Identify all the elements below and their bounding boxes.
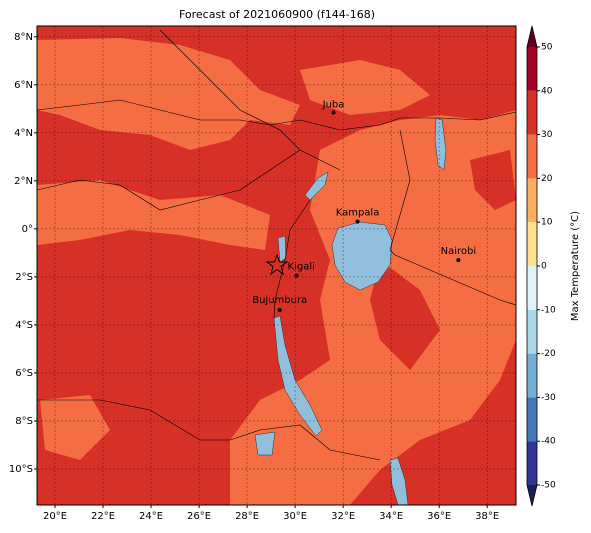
mild-region	[37, 180, 270, 250]
x-tick-label: 34°E	[379, 511, 403, 522]
colorbar-segment	[527, 178, 537, 223]
mild-region	[40, 395, 110, 460]
warm-region	[370, 260, 440, 370]
x-tick-label: 26°E	[187, 511, 211, 522]
colorbar-segment	[527, 266, 537, 310]
city-label: Kigali	[288, 262, 315, 273]
title: Forecast of 2021060900 (f144-168)	[179, 8, 375, 21]
x-tick-label: 30°E	[283, 511, 307, 522]
x-tick-label: 36°E	[427, 511, 451, 522]
mild-region	[300, 60, 430, 115]
map-fill	[37, 26, 516, 505]
colorbar-tick-label: -20	[541, 349, 556, 359]
lake-mweru	[254, 431, 276, 456]
lake-kivu	[277, 235, 287, 263]
border	[37, 399, 381, 461]
y-tick-label: 0°	[22, 224, 33, 235]
colorbar-tick-label: 30	[541, 130, 553, 140]
x-tick-label: 32°E	[331, 511, 355, 522]
lake-victoria	[331, 221, 393, 291]
colorbar-segment	[527, 134, 537, 179]
colorbar-tick-label: 20	[541, 174, 553, 184]
colorbar-segment	[527, 309, 537, 354]
colorbar-tick-label: -10	[541, 305, 556, 315]
colorbar-segment	[527, 47, 537, 91]
warm-region	[470, 150, 516, 210]
y-tick-label: 4°N	[14, 128, 33, 139]
lake-tanganyika	[273, 315, 323, 437]
city-label: Kampala	[336, 208, 380, 219]
city-label: Nairobi	[441, 246, 477, 257]
colorbar-tick-label: -30	[541, 393, 556, 403]
city-marker	[355, 219, 360, 224]
x-tick-label: 22°E	[91, 511, 115, 522]
y-tick-label: 8°S	[15, 416, 33, 427]
lake-turkana	[434, 117, 447, 171]
x-tick-label: 38°E	[475, 511, 499, 522]
x-tick-label: 28°E	[235, 511, 259, 522]
mild-region	[37, 38, 300, 150]
border	[159, 29, 341, 171]
city-marker	[294, 273, 299, 278]
city-marker	[277, 308, 282, 313]
x-tick-label: 20°E	[43, 511, 67, 522]
city-marker	[331, 110, 336, 115]
y-tick-label: 6°S	[15, 368, 33, 379]
colorbar-tick-label: 0	[541, 262, 547, 272]
lake-albert	[304, 171, 329, 201]
colorbar-extend	[527, 485, 537, 506]
colorbar-tick-label: 10	[541, 218, 553, 228]
y-tick-label: 2°S	[15, 272, 33, 283]
colorbar-tick-label: 40	[541, 86, 553, 96]
colorbar-segment	[527, 222, 537, 266]
colorbar-segment	[527, 90, 537, 135]
colorbar-label: Max Temperature (°C)	[570, 211, 581, 321]
city-label: Bujumbura	[252, 295, 307, 306]
y-tick-label: 6°N	[14, 80, 33, 91]
colorbar-extend	[527, 26, 537, 47]
city-marker	[456, 258, 461, 263]
colorbar: 50 40 30 20 10 0 -10 -20 -30 -40 -50	[526, 25, 556, 507]
colorbar-segment	[527, 441, 537, 485]
colorbar-tick-label: 50	[541, 43, 553, 53]
y-tick-label: 10°S	[9, 464, 33, 475]
lake-malawi	[389, 457, 409, 505]
city-label: Juba	[322, 99, 345, 110]
colorbar-segment	[527, 353, 537, 398]
y-tick-label: 8°N	[14, 32, 33, 43]
y-tick-label: 2°N	[14, 176, 33, 187]
colorbar-tick-label: -40	[541, 437, 556, 447]
map-frame	[36, 25, 517, 506]
colorbar-tick-label: -50	[541, 481, 556, 491]
location-star	[265, 253, 289, 276]
colorbar-segment	[527, 397, 537, 442]
border	[273, 199, 311, 319]
cities: Juba Kampala Nairobi Kigali Bujumbura	[252, 99, 477, 313]
x-tick-label: 24°E	[139, 511, 163, 522]
y-tick-label: 4°S	[15, 320, 33, 331]
border	[37, 99, 516, 131]
border	[389, 129, 516, 306]
